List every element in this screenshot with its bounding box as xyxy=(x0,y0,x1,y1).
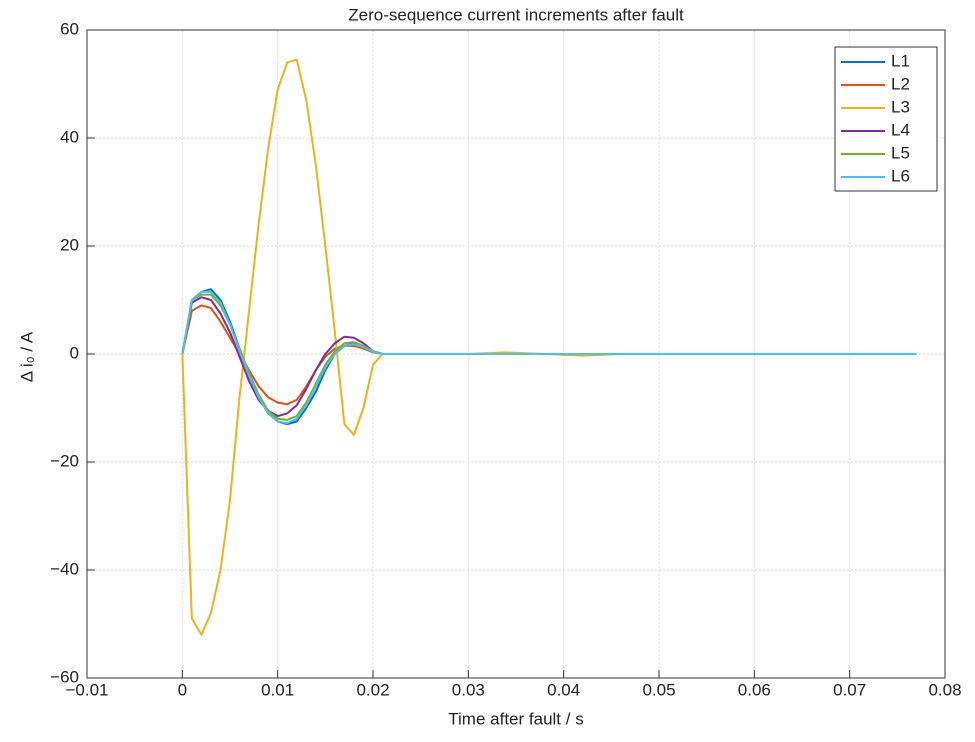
x-tick-label: 0.01 xyxy=(261,680,294,699)
legend-box xyxy=(834,46,938,192)
x-tick-label: 0 xyxy=(178,680,187,699)
y-tick-label: 60 xyxy=(60,19,79,38)
legend-label: L5 xyxy=(891,143,910,162)
x-axis-label: Time after fault / s xyxy=(448,709,583,728)
y-tick-label: −40 xyxy=(50,559,79,578)
line-series xyxy=(181,290,917,425)
y-axis-label: Δ i₀ / A xyxy=(17,331,36,382)
axes-box xyxy=(86,29,946,679)
line-series xyxy=(181,58,917,636)
chart-title: Zero-sequence current increments after f… xyxy=(348,5,684,24)
y-tick-label: 40 xyxy=(60,127,79,146)
legend-label: L4 xyxy=(891,120,910,139)
x-tick-label: 0.06 xyxy=(738,680,771,699)
y-tick-label: 20 xyxy=(60,235,79,254)
legend-label: L6 xyxy=(891,166,910,185)
x-tick-label: −0.01 xyxy=(65,680,108,699)
x-tick-label: 0.02 xyxy=(356,680,389,699)
legend-label: L2 xyxy=(891,74,910,93)
y-tick-label: 0 xyxy=(70,343,79,362)
x-tick-label: 0.07 xyxy=(833,680,866,699)
legend-label: L3 xyxy=(891,97,910,116)
x-tick-label: 0.05 xyxy=(642,680,675,699)
legend-label: L1 xyxy=(891,51,910,70)
x-tick-label: 0.04 xyxy=(547,680,580,699)
y-tick-label: −60 xyxy=(50,667,79,686)
y-tick-label: −20 xyxy=(50,451,79,470)
x-tick-label: 0.08 xyxy=(928,680,961,699)
x-tick-label: 0.03 xyxy=(452,680,485,699)
